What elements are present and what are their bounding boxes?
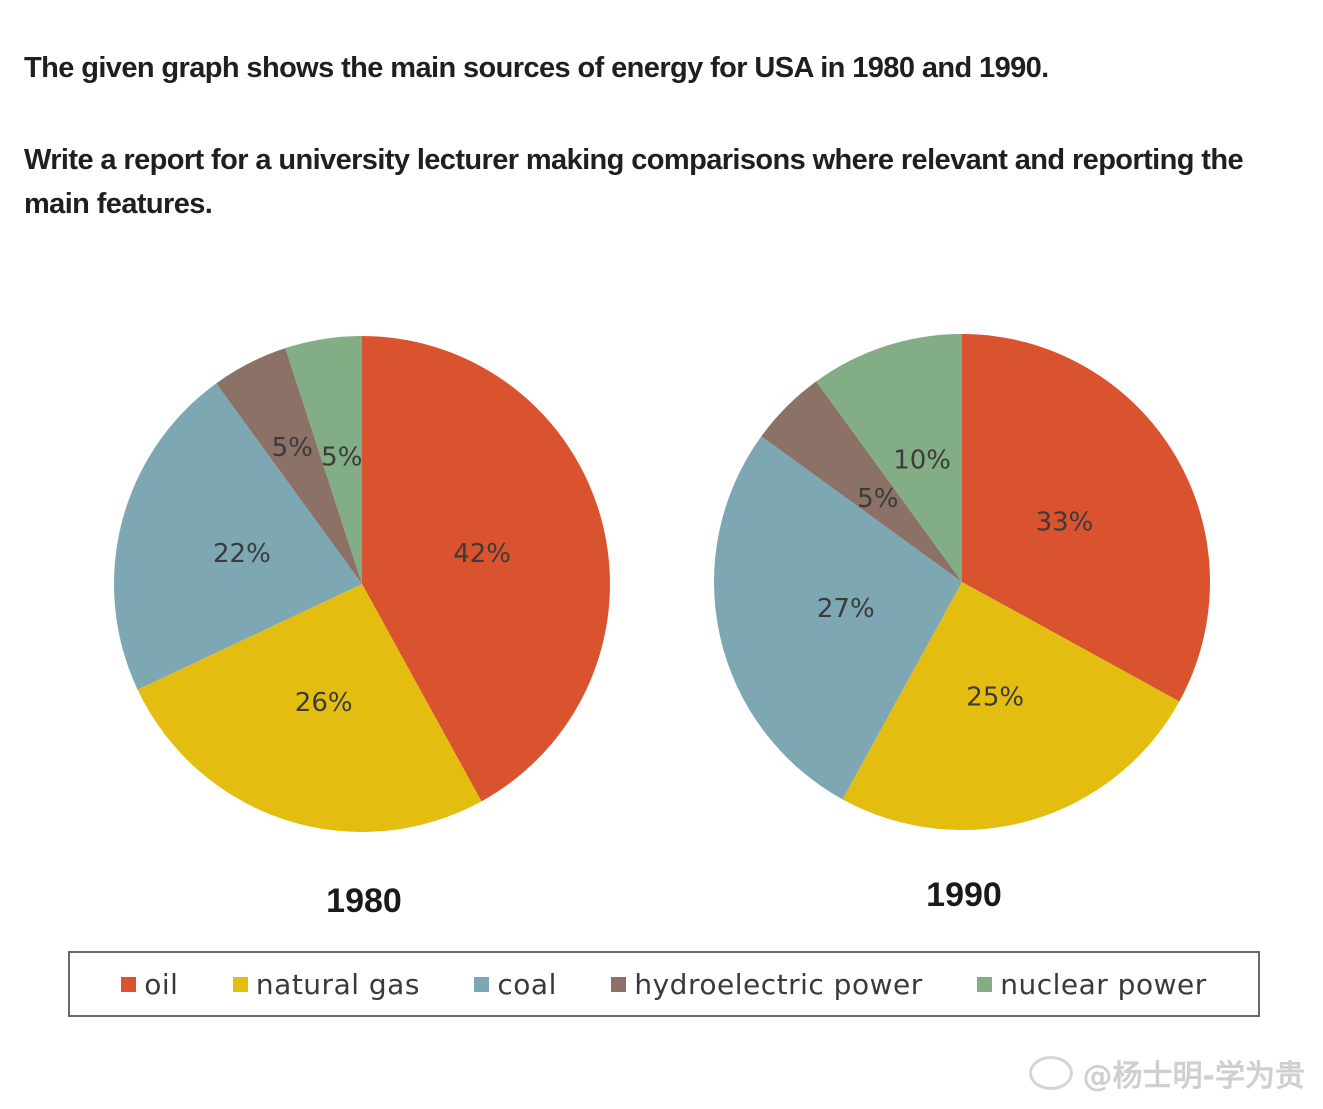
pie-chart-1990: 33% 25% 27% 5% 10% 1990 (714, 333, 1210, 914)
data-label-1980-nuclear-power: 5% (321, 443, 362, 473)
legend-item-coal: coal (474, 968, 556, 1001)
legend-swatch-natural-gas (232, 976, 248, 992)
data-label-1990-nuclear-power: 10% (893, 445, 951, 475)
slice-1990-coal (714, 436, 962, 800)
data-label-1980-coal: 22% (213, 539, 271, 569)
slice-1980-hydroelectric-power (216, 348, 362, 584)
data-label-1990-hydroelectric-power: 5% (857, 484, 898, 514)
weibo-watermark: @杨士明-学为贵 (1028, 1051, 1305, 1095)
watermark-text: @杨士明-学为贵 (1082, 1059, 1305, 1094)
legend-item-natural-gas: natural gas (232, 967, 420, 1001)
slice-1990-nuclear-power (816, 333, 962, 582)
chart-title-1980: 1980 (326, 882, 402, 920)
prompt-line-1: The given graph shows the main sources o… (24, 52, 1049, 84)
pie-chart-1980: 42% 26% 22% 5% 5% 1980 (113, 336, 610, 920)
legend-item-nuclear-power: nuclear power (977, 968, 1207, 1001)
slice-1980-nuclear-power (285, 336, 362, 584)
legend-label-coal: coal (497, 967, 557, 1001)
slice-1980-oil (362, 336, 610, 802)
legend-label-natural-gas: natural gas (255, 967, 420, 1001)
data-label-1990-natural-gas: 25% (966, 682, 1024, 712)
slice-1990-natural-gas (842, 582, 1180, 830)
weibo-icon (1028, 1056, 1073, 1090)
legend-swatch-coal (474, 976, 490, 992)
legend-swatch-hydroelectric-power (611, 976, 627, 992)
data-label-1980-natural-gas: 26% (295, 688, 353, 718)
legend-label-hydroelectric-power: hydroelectric power (634, 967, 923, 1001)
data-label-1990-coal: 27% (817, 594, 875, 624)
slice-1980-coal (113, 383, 362, 690)
legend-swatch-nuclear-power (977, 976, 993, 992)
prompt-line-2: Write a report for a university lecturer… (24, 144, 1244, 220)
legend-item-hydroelectric-power: hydroelectric power (611, 968, 922, 1001)
slice-1980-natural-gas (137, 584, 482, 832)
legend-label-oil: oil (144, 967, 179, 1001)
legend-swatch-oil (121, 976, 137, 992)
data-label-1990-oil: 33% (1036, 507, 1094, 537)
slice-1990-hydroelectric-power (761, 381, 962, 582)
legend: oil natural gas coal hydroelectric power… (68, 951, 1260, 1017)
legend-label-nuclear-power: nuclear power (1000, 967, 1207, 1001)
data-label-1980-oil: 42% (453, 539, 511, 569)
data-label-1980-hydroelectric-power: 5% (272, 433, 313, 463)
chart-title-1990: 1990 (926, 876, 1002, 914)
slice-1990-oil (962, 334, 1210, 702)
legend-item-oil: oil (121, 968, 178, 1001)
